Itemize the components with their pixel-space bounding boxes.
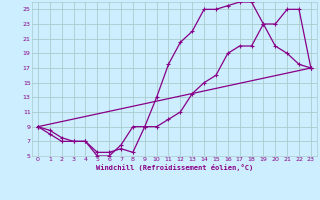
X-axis label: Windchill (Refroidissement éolien,°C): Windchill (Refroidissement éolien,°C) [96,164,253,171]
